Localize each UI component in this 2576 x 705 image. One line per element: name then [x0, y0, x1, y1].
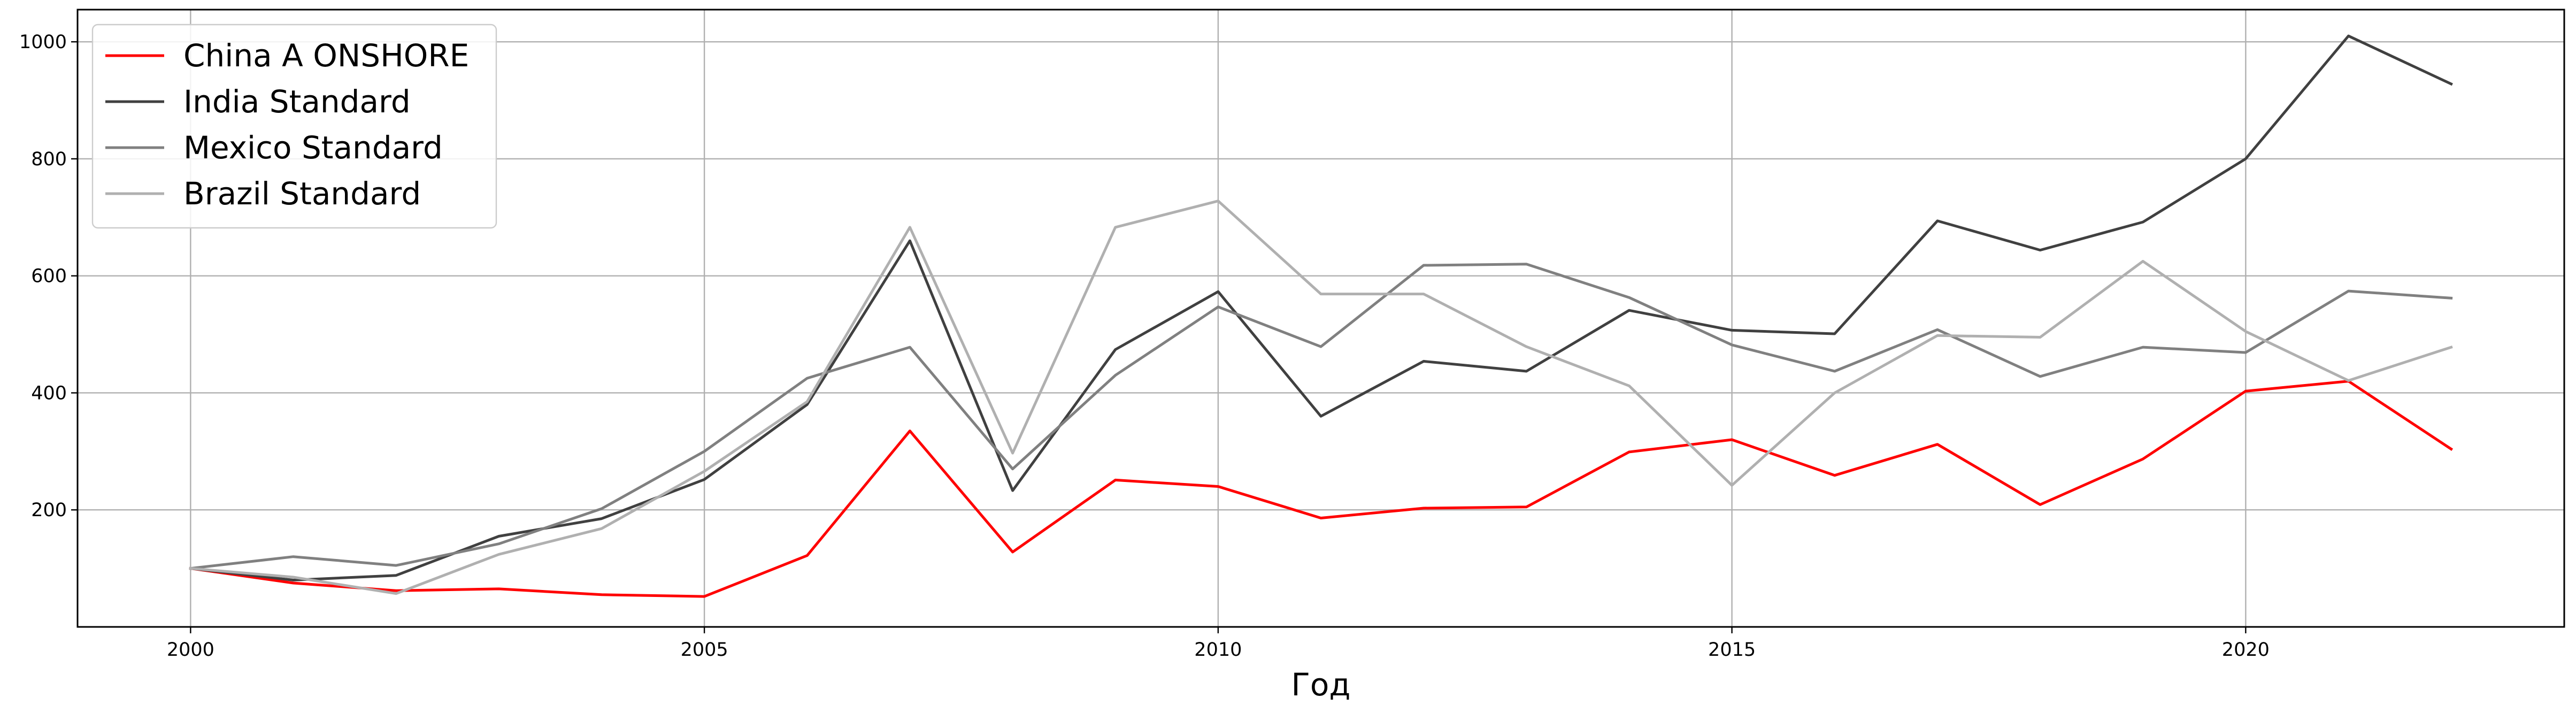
series-lines: [189, 34, 2454, 598]
legend: China A ONSHORE India Standard Mexico Stan…: [91, 24, 497, 229]
legend-label: China A ONSHORE: [183, 37, 469, 74]
axis-ticks: 2000 2005 2010 2015 2020 200 400 600 800 1000: [19, 32, 2270, 661]
legend-label: Mexico Standard: [183, 129, 443, 166]
legend-label: Brazil Standard: [183, 175, 421, 212]
x-tick-label: 2005: [681, 639, 728, 661]
x-tick-label: 2010: [1194, 639, 1242, 661]
x-axis-title: Год: [1291, 666, 1351, 703]
legend-label: India Standard: [183, 83, 411, 120]
series-line-3: [189, 200, 2453, 595]
y-tick-label: 600: [31, 266, 67, 287]
x-tick-label: 2000: [167, 639, 214, 661]
series-line-2: [189, 263, 2453, 570]
y-tick-label: 1000: [19, 32, 67, 53]
plot-frame: [76, 9, 2565, 628]
series-line-0: [189, 380, 2454, 598]
y-tick-label: 400: [31, 382, 67, 404]
legend-box: [91, 24, 497, 229]
y-tick-label: 200: [31, 500, 67, 521]
x-tick-label: 2020: [2222, 639, 2270, 661]
series-line-1: [189, 34, 2453, 581]
y-tick-label: 800: [31, 149, 67, 170]
x-tick-label: 2015: [1708, 639, 1756, 661]
